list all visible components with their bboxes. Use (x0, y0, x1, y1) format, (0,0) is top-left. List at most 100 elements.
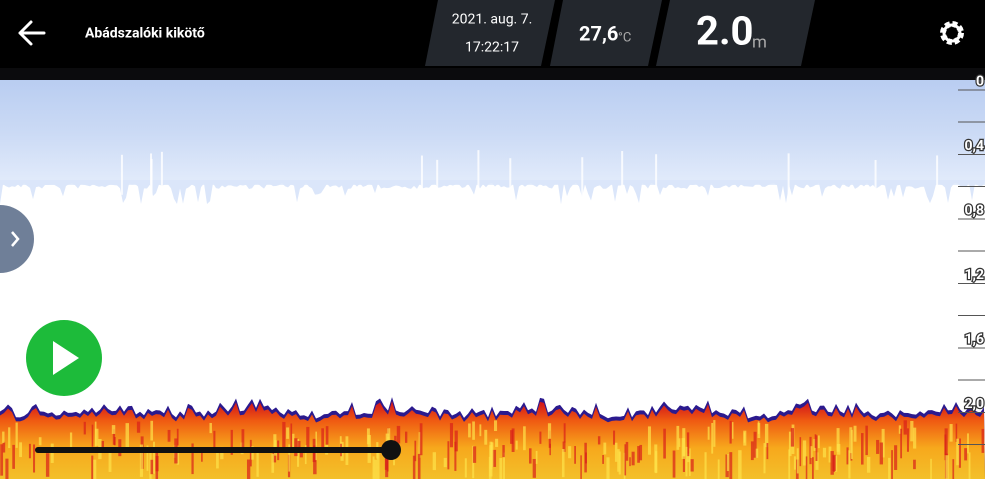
surface-spike (936, 155, 939, 196)
temperature-unit: °C (618, 30, 631, 45)
echo-streak (713, 420, 716, 447)
echo-streak (404, 431, 408, 443)
date: 2021. aug. 7. (452, 12, 533, 28)
echo-streak (796, 448, 799, 474)
echo-streak (822, 447, 827, 458)
surface-spike (874, 159, 877, 200)
side-panel-chevron (11, 231, 20, 247)
sonar-echo (0, 150, 985, 479)
echo-streak (510, 430, 514, 444)
echo-streak (866, 456, 871, 473)
echo-streak (682, 456, 685, 472)
echo-streak (139, 444, 143, 477)
echo-streak (167, 429, 171, 442)
echo-streak (376, 451, 380, 479)
echo-streak (729, 420, 732, 444)
echo-streak (523, 426, 526, 451)
play-icon (53, 341, 79, 375)
echo-streak (861, 433, 864, 465)
echo-streak (447, 441, 450, 470)
echo-streak (502, 445, 505, 458)
echo-streak (743, 432, 746, 443)
echo-streak (230, 429, 233, 455)
surface-spike (160, 151, 163, 192)
echo-streak (833, 455, 835, 473)
surface-spike (420, 155, 423, 196)
echo-streak (366, 428, 370, 445)
surface-spike (150, 153, 153, 194)
echo-streak (687, 453, 690, 463)
echo-streak (810, 446, 813, 458)
echo-streak (574, 446, 576, 464)
echo-streak (631, 451, 635, 466)
echo-streak (454, 441, 457, 471)
surface-spike (621, 151, 624, 192)
scale-label: 0,8 (964, 203, 984, 219)
echo-streak (532, 458, 536, 478)
echo-streak (468, 423, 471, 438)
echo-streak (291, 433, 295, 450)
echo-streak (69, 432, 73, 453)
echo-streak (949, 424, 953, 442)
scale-label: 1,6 (964, 332, 984, 348)
settings-button[interactable] (940, 21, 964, 45)
echo-streak (956, 438, 960, 466)
echo-streak (315, 431, 317, 461)
echo-streak (271, 453, 275, 473)
echo-streak (547, 423, 552, 439)
echo-streak (805, 456, 808, 479)
echo-streak (910, 420, 914, 442)
echo-streak (108, 452, 112, 472)
echo-streak (136, 421, 141, 433)
echo-streak (763, 443, 766, 474)
echo-streak (629, 457, 631, 467)
echo-streak (529, 448, 532, 464)
echo-streak (495, 438, 499, 447)
echo-streak (454, 430, 458, 452)
echo-streak (419, 423, 423, 456)
echo-streak (955, 423, 958, 442)
echo-streak (788, 431, 792, 457)
echo-streak (793, 456, 796, 470)
echo-streak (689, 448, 691, 476)
echo-streak (155, 455, 159, 472)
surface-spike (436, 159, 439, 200)
echo-streak (731, 422, 734, 439)
echo-streak (499, 457, 503, 479)
echo-streak (8, 427, 11, 449)
temperature-panel (550, 0, 662, 66)
echo-streak (38, 437, 42, 446)
echo-streak (562, 441, 566, 452)
echo-streak (685, 446, 688, 477)
echo-streak (711, 422, 714, 454)
echo-streak (246, 459, 251, 479)
echo-streak (967, 433, 969, 454)
echo-streak (272, 451, 277, 463)
echo-streak (757, 423, 761, 438)
echo-streak (549, 443, 551, 456)
echo-streak (828, 446, 832, 463)
echo-streak (0, 444, 4, 476)
echo-streak (50, 443, 54, 464)
echo-streak (492, 449, 497, 467)
echo-streak (325, 426, 329, 445)
echo-streak (879, 442, 883, 465)
date-panel (425, 0, 555, 66)
back-button[interactable] (18, 20, 46, 46)
echo-streak (290, 423, 293, 448)
echo-streak (396, 425, 401, 444)
echo-streak (150, 420, 154, 441)
echo-streak (726, 454, 730, 472)
echo-streak (655, 451, 658, 474)
echo-streak (321, 428, 324, 453)
echo-streak (91, 424, 94, 447)
echo-streak (764, 423, 769, 448)
slider-knob[interactable] (381, 440, 401, 460)
echo-streak (944, 434, 947, 456)
echo-streak (830, 451, 834, 475)
echo-streak (83, 421, 86, 435)
echo-streak (464, 458, 467, 478)
echo-streak (717, 459, 720, 479)
